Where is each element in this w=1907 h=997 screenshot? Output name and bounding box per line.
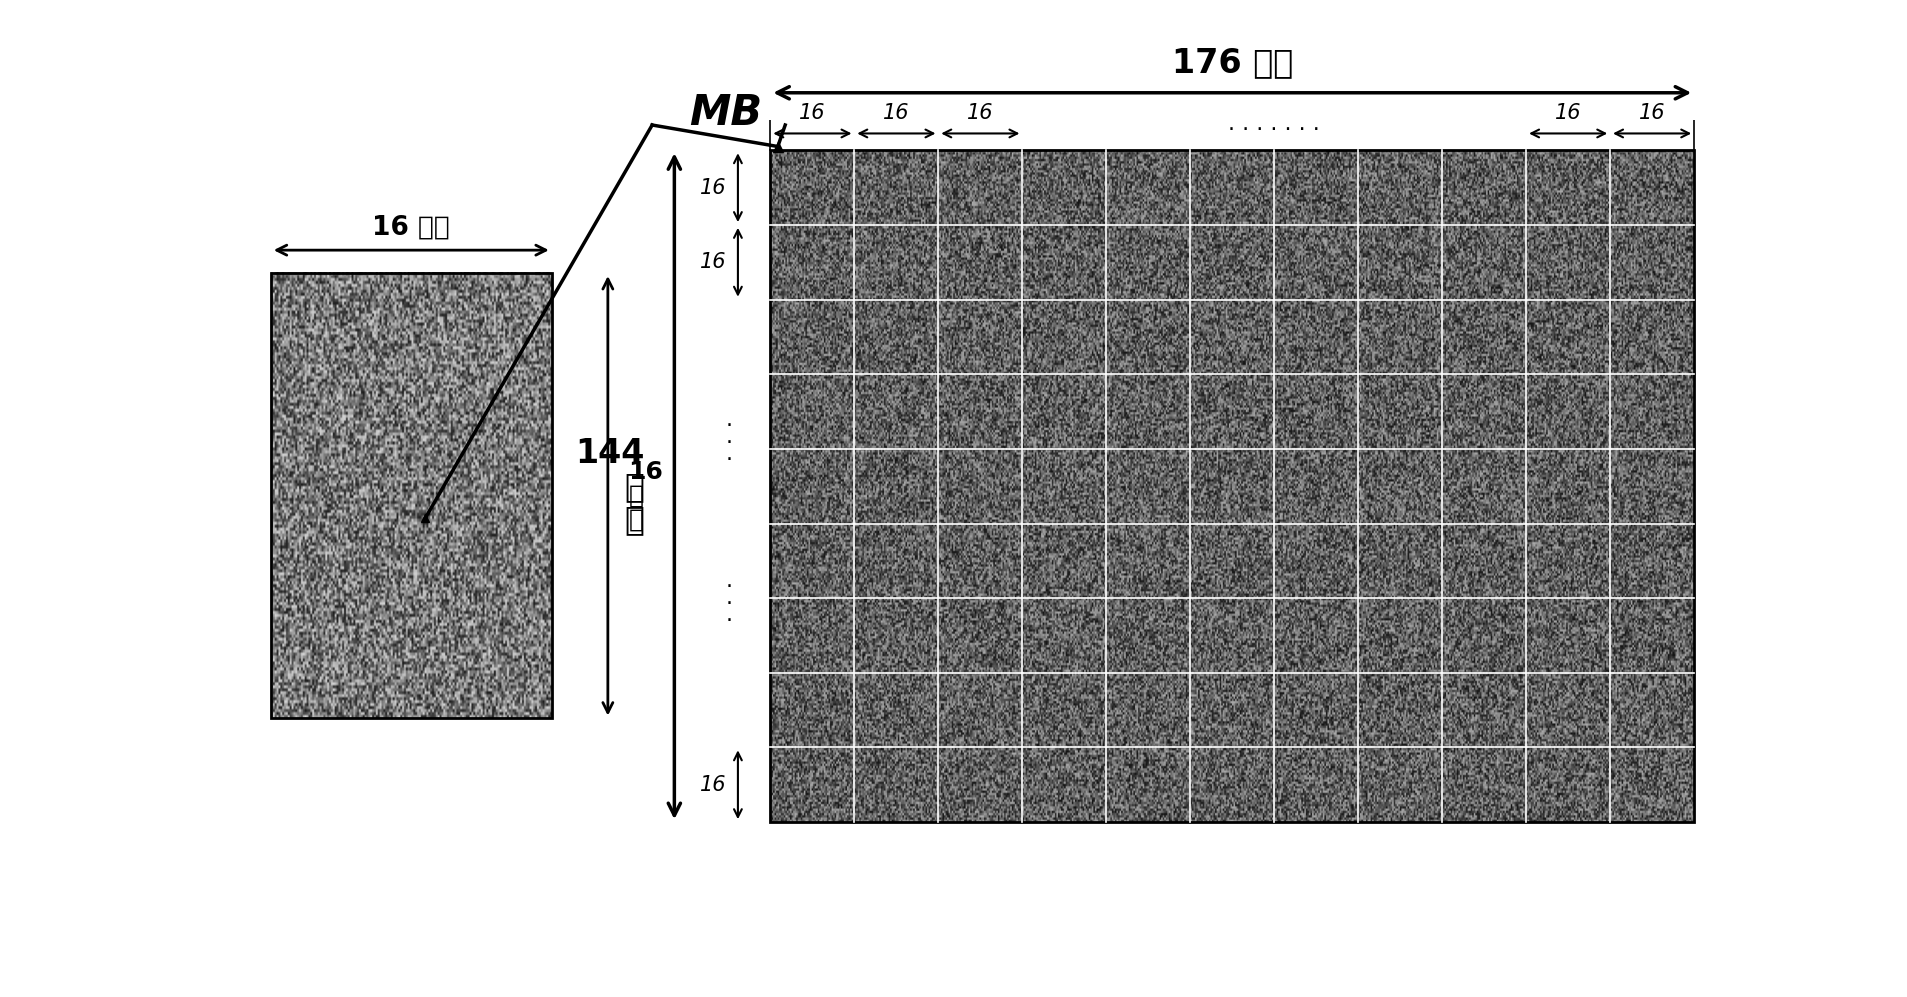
Text: MB: MB [690, 93, 763, 135]
Text: 16: 16 [700, 177, 727, 197]
Text: 16: 16 [1554, 104, 1581, 124]
Text: ·
·
·: · · · [725, 577, 732, 631]
Text: 176 像素: 176 像素 [1171, 46, 1293, 79]
Text: 16: 16 [883, 104, 910, 124]
Text: 144
像
素: 144 像 素 [576, 437, 645, 535]
Bar [770, 151, 1693, 823]
Text: 16: 16 [700, 252, 727, 272]
Text: ·
·
·: · · · [725, 416, 732, 470]
Text: 16: 16 [967, 104, 994, 124]
Text: · · · · · · ·: · · · · · · · [1228, 121, 1320, 141]
Text: 16
像
素: 16 像 素 [629, 460, 664, 531]
Text: 16: 16 [700, 775, 727, 795]
Text: 16 像素: 16 像素 [372, 215, 450, 241]
Bar [271, 273, 551, 719]
Text: 16: 16 [799, 104, 826, 124]
Text: 16: 16 [1638, 104, 1665, 124]
